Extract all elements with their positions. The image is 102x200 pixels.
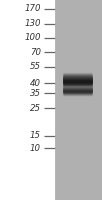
Text: 55: 55 (30, 62, 41, 71)
Text: 35: 35 (30, 89, 41, 98)
Text: 15: 15 (30, 131, 41, 140)
Text: 70: 70 (30, 48, 41, 57)
Text: 130: 130 (24, 19, 41, 28)
Bar (55, 0, 102, 200)
Text: 170: 170 (24, 4, 41, 13)
Text: 10: 10 (30, 144, 41, 153)
Text: 40: 40 (30, 79, 41, 88)
Text: 100: 100 (24, 33, 41, 42)
Text: 25: 25 (30, 104, 41, 113)
Bar (0, 0, 55, 200)
